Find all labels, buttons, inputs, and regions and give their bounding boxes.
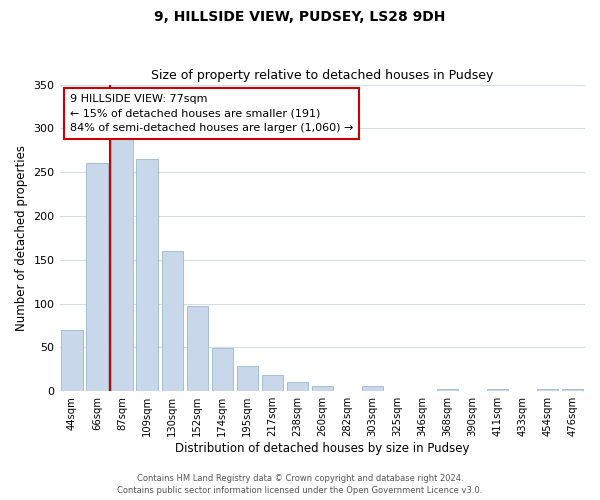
Bar [262, 374, 283, 391]
Text: 9 HILLSIDE VIEW: 77sqm
← 15% of detached houses are smaller (191)
84% of semi-de: 9 HILLSIDE VIEW: 77sqm ← 15% of detached… [70, 94, 353, 134]
Bar [86, 164, 108, 391]
Bar [61, 330, 83, 391]
Bar [187, 306, 208, 391]
Title: Size of property relative to detached houses in Pudsey: Size of property relative to detached ho… [151, 69, 493, 82]
Bar [537, 390, 558, 391]
Bar [562, 390, 583, 391]
Bar [112, 136, 133, 391]
Bar [362, 386, 383, 391]
Bar [136, 159, 158, 391]
Bar [161, 251, 183, 391]
X-axis label: Distribution of detached houses by size in Pudsey: Distribution of detached houses by size … [175, 442, 470, 455]
Bar [287, 382, 308, 391]
Y-axis label: Number of detached properties: Number of detached properties [15, 145, 28, 331]
Bar [311, 386, 333, 391]
Bar [212, 348, 233, 391]
Text: 9, HILLSIDE VIEW, PUDSEY, LS28 9DH: 9, HILLSIDE VIEW, PUDSEY, LS28 9DH [154, 10, 446, 24]
Bar [236, 366, 258, 391]
Bar [437, 388, 458, 391]
Text: Contains HM Land Registry data © Crown copyright and database right 2024.
Contai: Contains HM Land Registry data © Crown c… [118, 474, 482, 495]
Bar [487, 390, 508, 391]
